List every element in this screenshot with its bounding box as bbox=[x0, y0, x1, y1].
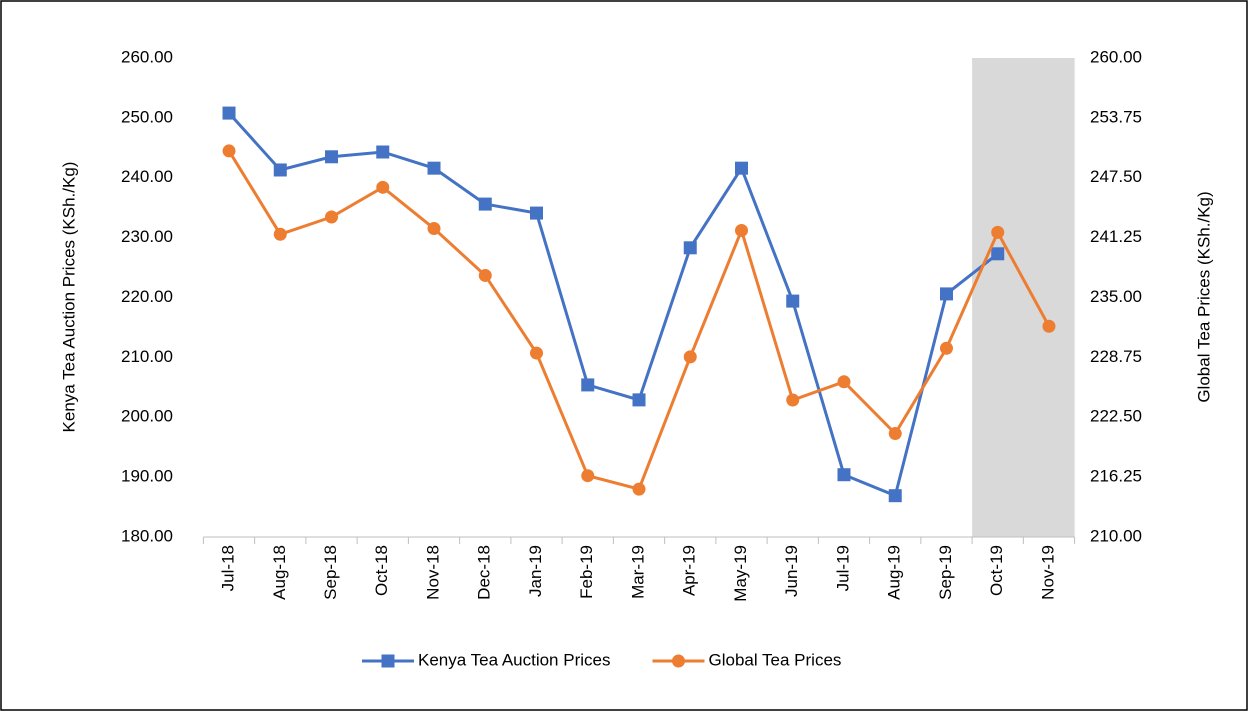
x-tick-label: May-19 bbox=[731, 545, 750, 602]
data-point bbox=[376, 145, 390, 159]
x-tick-label: Nov-19 bbox=[1038, 545, 1057, 600]
data-point bbox=[581, 378, 595, 392]
data-point bbox=[632, 482, 646, 496]
x-tick-label: Oct-18 bbox=[372, 545, 391, 596]
y2-tick-label: 222.50 bbox=[1090, 407, 1142, 426]
data-point bbox=[837, 468, 851, 482]
data-point bbox=[325, 210, 339, 224]
data-point bbox=[888, 489, 902, 503]
x-tick-label: Nov-18 bbox=[423, 545, 442, 600]
data-point bbox=[683, 350, 697, 364]
x-tick-label: Apr-19 bbox=[680, 545, 699, 596]
x-tick-label: Jun-19 bbox=[782, 545, 801, 597]
y-tick-label: 210.00 bbox=[121, 347, 173, 366]
legend-marker bbox=[381, 654, 395, 668]
x-tick-label: Sep-19 bbox=[936, 545, 955, 600]
data-point bbox=[734, 161, 748, 175]
data-point bbox=[273, 163, 287, 177]
y-tick-label: 230.00 bbox=[121, 227, 173, 246]
data-point bbox=[325, 150, 339, 164]
x-tick-label: Feb-19 bbox=[577, 545, 596, 599]
data-point bbox=[376, 180, 390, 194]
y2-axis-label: Global Tea Prices (KSh./Kg) bbox=[1194, 191, 1213, 402]
series-line bbox=[227, 150, 1051, 491]
y2-tick-label: 235.00 bbox=[1090, 287, 1142, 306]
data-point bbox=[273, 227, 287, 241]
y2-tick-label: 210.00 bbox=[1090, 526, 1142, 545]
y-tick-label: 180.00 bbox=[121, 526, 173, 545]
x-tick-label: Sep-18 bbox=[321, 545, 340, 600]
y2-tick-label: 247.50 bbox=[1090, 167, 1142, 186]
y-tick-label: 240.00 bbox=[121, 167, 173, 186]
y-tick-label: 200.00 bbox=[121, 407, 173, 426]
y-tick-label: 190.00 bbox=[121, 467, 173, 486]
x-tick-label: Dec-18 bbox=[475, 545, 494, 600]
x-tick-label: Aug-18 bbox=[270, 545, 289, 600]
y2-tick-label: 228.75 bbox=[1090, 347, 1142, 366]
data-point bbox=[786, 294, 800, 308]
y2-tick-label: 216.25 bbox=[1090, 467, 1142, 486]
data-point bbox=[939, 287, 953, 301]
data-point bbox=[530, 206, 544, 220]
data-point bbox=[222, 144, 236, 158]
y2-tick-label: 253.75 bbox=[1090, 107, 1142, 126]
x-tick-label: Jul-19 bbox=[833, 545, 852, 591]
y-tick-label: 220.00 bbox=[121, 287, 173, 306]
data-point bbox=[427, 161, 441, 175]
y-tick-label: 250.00 bbox=[121, 107, 173, 126]
data-point bbox=[478, 197, 492, 211]
x-tick-label: Aug-19 bbox=[885, 545, 904, 600]
data-point bbox=[991, 225, 1005, 239]
x-tick-label: Jul-18 bbox=[219, 545, 238, 591]
legend-marker bbox=[671, 654, 685, 668]
y2-tick-label: 241.25 bbox=[1090, 227, 1142, 246]
series-line bbox=[227, 112, 999, 498]
x-tick-label: Jan-19 bbox=[526, 545, 545, 597]
y-tick-label: 260.00 bbox=[121, 47, 173, 66]
data-point bbox=[786, 393, 800, 407]
data-point bbox=[683, 241, 697, 255]
data-point bbox=[478, 268, 492, 282]
highlight-region bbox=[972, 58, 1075, 537]
data-point bbox=[888, 427, 902, 441]
y-axis-label: Kenya Tea Auction Prices (KSh./Kg) bbox=[59, 162, 78, 433]
data-point bbox=[991, 247, 1005, 261]
legend-label: Kenya Tea Auction Prices bbox=[418, 650, 610, 669]
x-tick-label: Mar-19 bbox=[628, 545, 647, 599]
legend-label: Global Tea Prices bbox=[708, 650, 841, 669]
y2-tick-label: 260.00 bbox=[1090, 47, 1142, 66]
data-point bbox=[632, 393, 646, 407]
data-point bbox=[734, 223, 748, 237]
x-tick-label: Oct-19 bbox=[987, 545, 1006, 596]
data-point bbox=[222, 106, 236, 120]
data-point bbox=[939, 341, 953, 355]
data-point bbox=[530, 346, 544, 360]
data-point bbox=[427, 222, 441, 236]
data-point bbox=[581, 469, 595, 483]
data-point bbox=[837, 375, 851, 389]
data-point bbox=[1042, 319, 1056, 333]
